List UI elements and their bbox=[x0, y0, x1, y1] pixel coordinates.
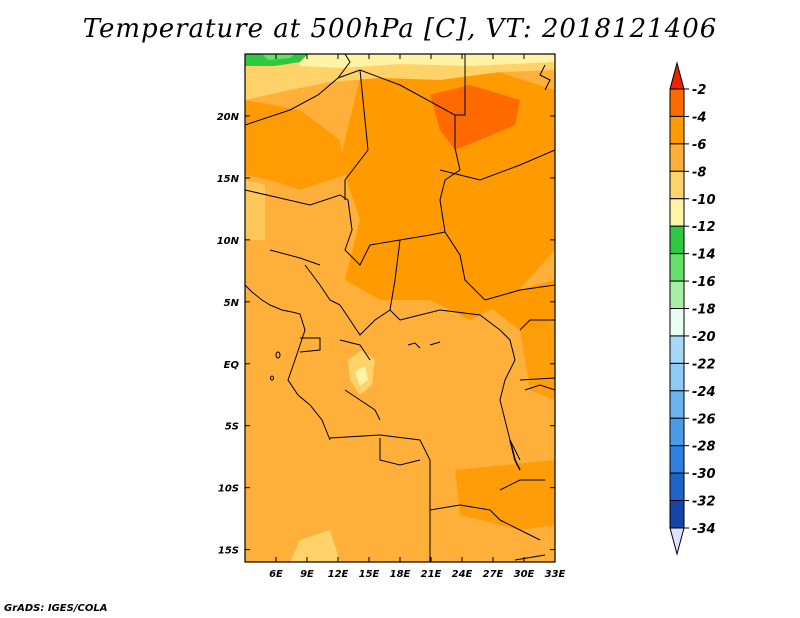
colorbar-segment bbox=[669, 198, 685, 227]
colorbar-segment bbox=[669, 280, 685, 309]
lon-tick-label: 15E bbox=[359, 569, 380, 580]
colorbar-label: -4 bbox=[692, 110, 706, 125]
colorbar-label: -10 bbox=[692, 193, 716, 208]
colorbar-label: -18 bbox=[692, 303, 716, 318]
page-title: Temperature at 500hPa [C], VT: 201812140… bbox=[82, 14, 718, 44]
colorbar-label: -26 bbox=[692, 412, 716, 427]
lon-tick-label: 24E bbox=[452, 569, 473, 580]
lon-tick-label: 33E bbox=[545, 569, 566, 580]
colorbar-segment bbox=[669, 500, 685, 529]
lon-tick-label: 27E bbox=[483, 569, 504, 580]
lat-tick-label: 15N bbox=[217, 174, 240, 185]
colorbar-label: -14 bbox=[692, 248, 716, 263]
credit-text: GrADS: IGES/COLA bbox=[4, 603, 108, 614]
latitude-axis: 20N 15N 10N 5N EQ 5S 10S 15S bbox=[217, 112, 555, 557]
colorbar-label: -8 bbox=[692, 165, 706, 180]
lon-tick-label: 30E bbox=[514, 569, 535, 580]
lat-tick-label: 15S bbox=[218, 546, 239, 557]
lon-tick-label: 18E bbox=[390, 569, 411, 580]
colorbar-segment bbox=[669, 170, 685, 200]
colorbar-label: -30 bbox=[692, 467, 716, 482]
colorbar: -2 -4 -6 -8 -10 -12 -14 -16 -18 -20 -22 -24 -26 -28 -3… bbox=[669, 61, 716, 556]
colorbar-label: -20 bbox=[692, 330, 716, 345]
lat-tick-label: 10N bbox=[217, 236, 240, 247]
temperature-field bbox=[245, 54, 555, 562]
colorbar-label: -28 bbox=[692, 440, 716, 455]
colorbar-label: -12 bbox=[692, 220, 716, 235]
colorbar-segment bbox=[669, 445, 685, 474]
colorbar-label: -24 bbox=[692, 385, 716, 400]
colorbar-segment bbox=[669, 115, 685, 145]
colorbar-segment bbox=[669, 143, 685, 172]
colorbar-top-arrow bbox=[669, 61, 685, 90]
colorbar-segment bbox=[669, 88, 685, 117]
lon-tick-label: 12E bbox=[328, 569, 349, 580]
colorbar-segment bbox=[669, 225, 685, 255]
colorbar-segment bbox=[669, 362, 685, 392]
lon-tick-label: 6E bbox=[269, 569, 283, 580]
colorbar-label: -2 bbox=[692, 83, 706, 98]
colorbar-segment bbox=[669, 253, 685, 282]
colorbar-segment bbox=[669, 308, 685, 337]
colorbar-label: -16 bbox=[692, 275, 716, 290]
colorbar-segment bbox=[669, 390, 685, 419]
longitude-axis: 6E 9E 12E 15E 18E 21E 24E 27E 30E 33E bbox=[269, 54, 566, 580]
lat-tick-label: 5S bbox=[225, 422, 239, 433]
lat-tick-label: EQ bbox=[224, 360, 240, 371]
country-borders bbox=[245, 54, 555, 562]
lat-tick-label: 20N bbox=[217, 112, 240, 123]
lat-tick-label: 5N bbox=[224, 298, 240, 309]
colorbar-label: -6 bbox=[692, 138, 706, 153]
colorbar-segment bbox=[669, 417, 685, 447]
lon-tick-label: 9E bbox=[300, 569, 314, 580]
colorbar-segment bbox=[669, 472, 685, 502]
lon-tick-label: 21E bbox=[421, 569, 442, 580]
colorbar-label: -34 bbox=[692, 522, 716, 537]
colorbar-label: -32 bbox=[692, 495, 716, 510]
colorbar-label: -22 bbox=[692, 357, 716, 372]
colorbar-segment bbox=[669, 335, 685, 364]
lat-tick-label: 10S bbox=[218, 484, 239, 495]
colorbar-bottom-arrow bbox=[669, 527, 685, 556]
